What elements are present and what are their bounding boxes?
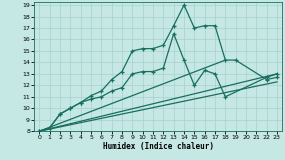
X-axis label: Humidex (Indice chaleur): Humidex (Indice chaleur) — [103, 142, 214, 151]
